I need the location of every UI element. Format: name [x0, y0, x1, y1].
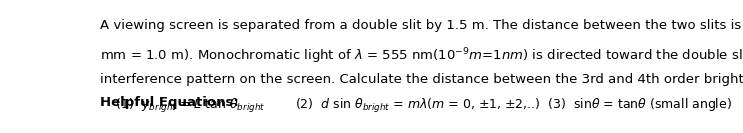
Text: mm = 1.0 m). Monochromatic light of $\lambda$ = 555 nm$(10^{-9}$$m$=1$nm)$ is di: mm = 1.0 m). Monochromatic light of $\la… [100, 47, 743, 66]
Text: interference pattern on the screen. Calculate the distance between the 3rd and 4: interference pattern on the screen. Calc… [100, 73, 743, 86]
Text: (1)  $y_{bright}$ = $L$ tan $\theta_{bright}$        (2)  $d$ sin $\theta_{brigh: (1) $y_{bright}$ = $L$ tan $\theta_{brig… [100, 97, 732, 115]
Text: Helpful Equations:: Helpful Equations: [100, 96, 239, 109]
Text: A viewing screen is separated from a double slit by 1.5 m. The distance between : A viewing screen is separated from a dou… [100, 19, 743, 32]
